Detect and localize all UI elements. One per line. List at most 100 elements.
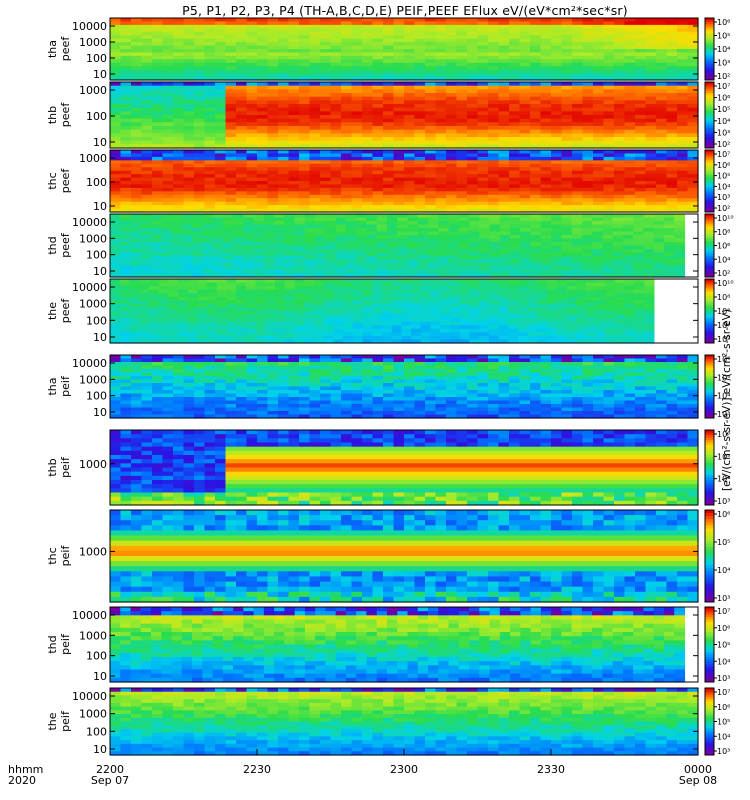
spectrogram-cell xyxy=(561,115,573,120)
spectrogram-cell xyxy=(351,69,363,74)
spectrogram-cell xyxy=(278,140,290,145)
spectrogram-cell xyxy=(614,177,626,182)
spectrogram-cell xyxy=(459,321,470,326)
spectrogram-cell xyxy=(520,242,532,247)
spectrogram-cell xyxy=(366,238,378,243)
spectrogram-cell xyxy=(192,221,203,226)
spectrogram-cell xyxy=(215,137,227,142)
spectrogram-cell xyxy=(325,263,337,268)
spectrogram-cell xyxy=(141,76,153,81)
spectrogram-cell xyxy=(162,59,174,64)
spectrogram-cell xyxy=(414,153,426,158)
spectrogram-cell xyxy=(257,76,269,81)
spectrogram-cell xyxy=(246,28,258,33)
spectrogram-cell xyxy=(456,107,468,112)
spectrogram-cell xyxy=(309,208,321,213)
spectrogram-cell xyxy=(278,205,290,210)
spectrogram-cell xyxy=(467,73,479,78)
spectrogram-cell xyxy=(593,126,605,131)
spectrogram-cell xyxy=(687,35,699,40)
spectrogram-cell xyxy=(110,107,122,112)
spectrogram-cell xyxy=(152,137,164,142)
spectrogram-cell xyxy=(428,235,439,240)
spectrogram-cell xyxy=(148,318,160,323)
spectrogram-cell xyxy=(572,31,584,36)
spectrogram-cell xyxy=(530,194,542,199)
spectrogram-cell xyxy=(635,115,647,120)
spectrogram-cell xyxy=(320,167,332,172)
spectrogram-cell xyxy=(571,221,583,226)
spectrogram-cell xyxy=(120,107,132,112)
spectrogram-cell xyxy=(643,214,655,219)
spectrogram-cell xyxy=(519,35,531,40)
spectrogram-cell xyxy=(401,303,412,309)
spectrogram-cell xyxy=(246,129,258,134)
spectrogram-cell xyxy=(236,177,248,182)
spectrogram-cell xyxy=(540,144,552,149)
spectrogram-cell xyxy=(674,273,686,278)
spectrogram-cell xyxy=(446,104,458,109)
colorbar-step xyxy=(705,101,714,105)
spectrogram-cell xyxy=(435,45,447,50)
spectrogram-cell xyxy=(420,318,432,323)
spectrogram-cell xyxy=(404,187,416,192)
spectrogram-cell xyxy=(499,252,511,257)
spectrogram-cell xyxy=(456,150,468,155)
spectrogram-cell xyxy=(130,270,142,275)
spectrogram-cell xyxy=(204,62,216,67)
spectrogram-cell xyxy=(624,21,636,26)
spectrogram-cell xyxy=(561,104,573,109)
spectrogram-cell xyxy=(417,266,429,271)
spectrogram-cell xyxy=(425,181,437,186)
spectrogram-cell xyxy=(320,38,332,43)
spectrogram-cell xyxy=(194,89,206,94)
spectrogram-cell xyxy=(120,52,132,57)
spectrogram-cell xyxy=(479,252,491,257)
spectrogram-cell xyxy=(320,198,332,203)
spectrogram-cell xyxy=(404,160,416,165)
spectrogram-cell xyxy=(236,82,248,87)
spectrogram-cell xyxy=(215,160,227,165)
spectrogram-cell xyxy=(381,339,393,344)
spectrogram-cell xyxy=(603,49,615,54)
spectrogram-cell xyxy=(653,217,665,222)
spectrogram-cell xyxy=(561,191,573,196)
spectrogram-cell xyxy=(677,187,689,192)
spectrogram-cell xyxy=(499,242,511,247)
spectrogram-cell xyxy=(624,160,636,165)
spectrogram-cell xyxy=(351,201,363,206)
spectrogram-cell xyxy=(488,133,500,138)
spectrogram-cell xyxy=(320,174,332,179)
spectrogram-cell xyxy=(207,325,218,330)
spectrogram-cell xyxy=(446,174,458,179)
spectrogram-cell xyxy=(614,122,626,127)
spectrogram-cell xyxy=(530,208,542,213)
spectrogram-cell xyxy=(245,282,257,287)
spectrogram-cell xyxy=(372,126,384,131)
spectrogram-cell xyxy=(614,89,626,94)
spectrogram-cell xyxy=(246,66,258,71)
spectrogram-cell xyxy=(168,325,179,330)
spectrogram-cell xyxy=(162,129,174,134)
spectrogram-cell xyxy=(677,24,689,29)
spectrogram-cell xyxy=(278,42,290,47)
spectrogram-cell xyxy=(477,42,489,47)
spectrogram-cell xyxy=(674,249,686,254)
spectrogram-cell xyxy=(362,62,374,67)
spectrogram-cell xyxy=(593,205,605,210)
spectrogram-cell xyxy=(530,104,542,109)
spectrogram-cell xyxy=(162,208,174,213)
spectrogram-cell xyxy=(225,122,237,127)
spectrogram-cell xyxy=(257,137,269,142)
spectrogram-cell xyxy=(581,266,593,271)
spectrogram-cell xyxy=(372,321,383,326)
spectrogram-cell xyxy=(207,293,218,298)
spectrogram-cell xyxy=(393,187,405,192)
spectrogram-cell xyxy=(645,144,657,149)
spectrogram-cell xyxy=(343,318,354,323)
spectrogram-cell xyxy=(152,28,164,33)
spectrogram-cell xyxy=(225,140,237,145)
spectrogram-cell xyxy=(309,35,321,40)
spectrogram-cell xyxy=(458,224,470,229)
